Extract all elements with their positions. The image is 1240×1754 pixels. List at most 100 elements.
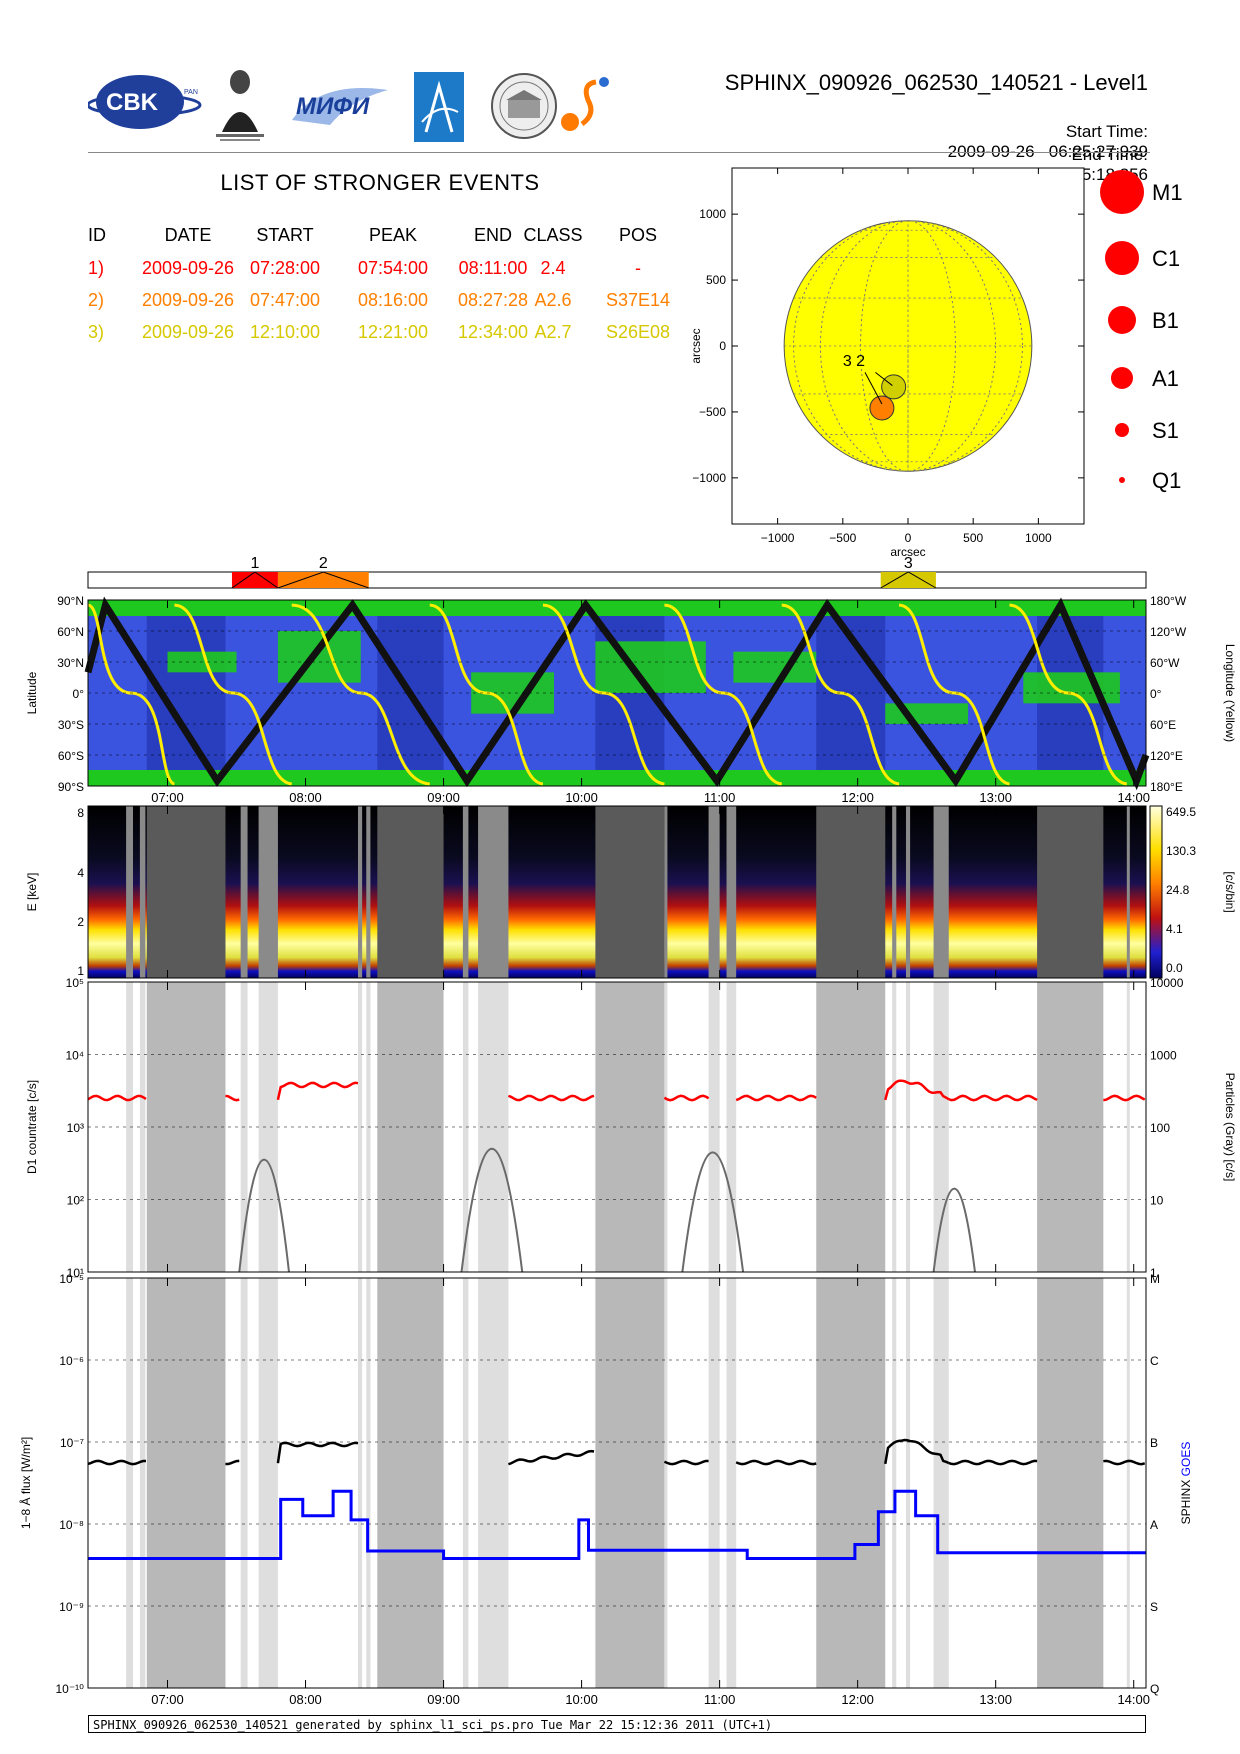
y-tick-label: −500 bbox=[699, 405, 726, 419]
green-region bbox=[1023, 672, 1120, 704]
spectrogram-gap bbox=[816, 806, 886, 978]
x-tick-label: 500 bbox=[963, 531, 983, 545]
size-legend: M1 C1 B1 A1 S1 Q1 bbox=[1100, 170, 1183, 493]
spec-ytick: 4 bbox=[77, 866, 84, 880]
sphinx-flux-line bbox=[663, 1459, 709, 1466]
sphinx-flux-line bbox=[884, 1438, 950, 1465]
meridian-line bbox=[820, 220, 996, 472]
col-header: ID bbox=[88, 225, 106, 245]
colorbar bbox=[1149, 805, 1163, 979]
orbit-ytick-right: 120°E bbox=[1150, 749, 1183, 763]
event-bar-label-2: 2 bbox=[319, 555, 328, 572]
spectrogram-gap bbox=[146, 806, 226, 978]
event-cell-peak: 12:21:00 bbox=[357, 322, 429, 342]
legend-label-A1: A1 bbox=[1152, 366, 1179, 391]
flux-class-tick: C bbox=[1150, 1354, 1159, 1368]
flux-class-tick: S bbox=[1150, 1600, 1158, 1614]
event-cell-peak: 08:16:00 bbox=[357, 290, 429, 310]
event-cell-end: 08:11:00 bbox=[458, 258, 528, 278]
flux-shade bbox=[816, 1278, 886, 1688]
event-bar-3 bbox=[880, 572, 936, 588]
end-time-label: End Time: bbox=[1071, 145, 1148, 164]
event-bar-label-1: 1 bbox=[250, 555, 259, 572]
sun-map: 3 2 −1000 −1000 −500 −500 0 0 500 500 1000 1000 arc… bbox=[690, 167, 1085, 559]
colorbar-tick: 130.3 bbox=[1166, 844, 1196, 858]
y-tick-label: 500 bbox=[706, 273, 726, 287]
time-panels: 1 2 307:00 08:00 09:00 10:00 11:00 12:00 13:00 14… bbox=[18, 555, 1237, 1707]
spectrogram-gap bbox=[933, 806, 949, 978]
event-cell-pos: S37E14 bbox=[605, 290, 671, 310]
spectrogram-gap bbox=[139, 806, 146, 978]
countrate-ytick-right: 10 bbox=[1150, 1194, 1164, 1208]
flux-axes-tick-label: 09:00 bbox=[427, 1692, 460, 1707]
latitude-track bbox=[84, 596, 1150, 791]
university-seal-logo bbox=[490, 72, 558, 140]
lebedev-logo bbox=[212, 62, 268, 146]
sphinx-flux-line bbox=[735, 1459, 817, 1466]
sphinx-flux-line bbox=[276, 1441, 359, 1464]
green-region bbox=[595, 641, 706, 693]
flux-class-tick: M bbox=[1150, 1272, 1160, 1286]
agency-logo bbox=[414, 72, 464, 142]
legend-label-B1: B1 bbox=[1152, 308, 1179, 333]
flux-axes-tick-label: 13:00 bbox=[979, 1692, 1012, 1707]
countrate-ytick-left: 10² bbox=[67, 1194, 84, 1208]
legend-dot-M1 bbox=[1100, 170, 1144, 214]
col-header: END bbox=[473, 225, 512, 245]
countrate-ylabel-right: Particles (Gray) [c/s] bbox=[1223, 1073, 1237, 1182]
x-tick-label: −1000 bbox=[761, 531, 795, 545]
spectrogram-gap bbox=[478, 806, 509, 978]
flux-shade bbox=[377, 1278, 444, 1688]
event-cell-date: 2009-09-26 bbox=[141, 290, 235, 310]
spectrogram-gap bbox=[708, 806, 720, 978]
spectrogram-gap bbox=[258, 806, 278, 978]
orbit-ylabel-left: Latitude bbox=[25, 671, 39, 714]
d1-countrate-line bbox=[884, 1079, 950, 1101]
flux-shade bbox=[1126, 1278, 1130, 1688]
spectrogram-gap bbox=[905, 806, 911, 978]
event-bar-1 bbox=[231, 572, 278, 588]
event-marker-3 bbox=[869, 395, 895, 421]
event-cell-date: 2009-09-26 bbox=[141, 322, 235, 342]
d1-countrate-line bbox=[735, 1094, 817, 1102]
footer-box: SPHINX_090926_062530_140521 generated by… bbox=[88, 1715, 1146, 1733]
colorbar-tick: 0.0 bbox=[1166, 961, 1183, 975]
flux-shade bbox=[146, 1278, 226, 1688]
event-bar-2 bbox=[277, 572, 369, 588]
orbit-axes-tick-label: 14:00 bbox=[1117, 790, 1150, 805]
flux-axes-frame bbox=[87, 1277, 1147, 1689]
cbk-logo: CBK PAN bbox=[86, 72, 203, 132]
flux-class-tick: A bbox=[1150, 1518, 1158, 1532]
event-cell-pos: - bbox=[635, 258, 641, 278]
marker-pointer bbox=[864, 372, 883, 405]
d1-countrate-line bbox=[948, 1094, 1038, 1102]
legend-label-C1: C1 bbox=[1152, 246, 1180, 271]
countrate-shade bbox=[726, 982, 737, 1272]
spec-ytick: 1 bbox=[77, 964, 84, 978]
orbit-ytick-right: 180°W bbox=[1150, 594, 1187, 608]
goes-label: GOES bbox=[1179, 1442, 1193, 1477]
orbit-ytick-left: 60°S bbox=[58, 749, 84, 763]
flux-shade bbox=[139, 1278, 146, 1688]
event-cell-date: 2009-09-26 bbox=[141, 258, 235, 278]
solar-logo bbox=[558, 72, 620, 142]
flux-axes-tick-label: 11:00 bbox=[704, 1692, 736, 1707]
y-axis-label: arcsec bbox=[690, 328, 703, 363]
countrate-shade bbox=[258, 982, 278, 1272]
spectrogram-gap bbox=[1126, 806, 1130, 978]
orbit-axes-tick-label: 13:00 bbox=[979, 790, 1012, 805]
orbit-ytick-right: 120°W bbox=[1150, 625, 1187, 639]
event-bar-triangle bbox=[880, 571, 937, 589]
countrate-shade bbox=[462, 982, 469, 1272]
col-header: PEAK bbox=[368, 225, 418, 245]
goes-flux-line bbox=[88, 1489, 1146, 1560]
d1-countrate-line bbox=[87, 1094, 147, 1102]
event-cell-class: A2.6 bbox=[534, 290, 572, 310]
flux-shade bbox=[595, 1278, 665, 1688]
sphinx-flux-line bbox=[1103, 1459, 1146, 1466]
spectrogram-gap bbox=[366, 806, 371, 978]
countrate-ytick-left: 10⁵ bbox=[66, 976, 84, 990]
orbit-axes-tick-label: 11:00 bbox=[704, 790, 736, 805]
spectrogram-gap bbox=[377, 806, 444, 978]
orbit-axes-tick-label: 09:00 bbox=[427, 790, 460, 805]
